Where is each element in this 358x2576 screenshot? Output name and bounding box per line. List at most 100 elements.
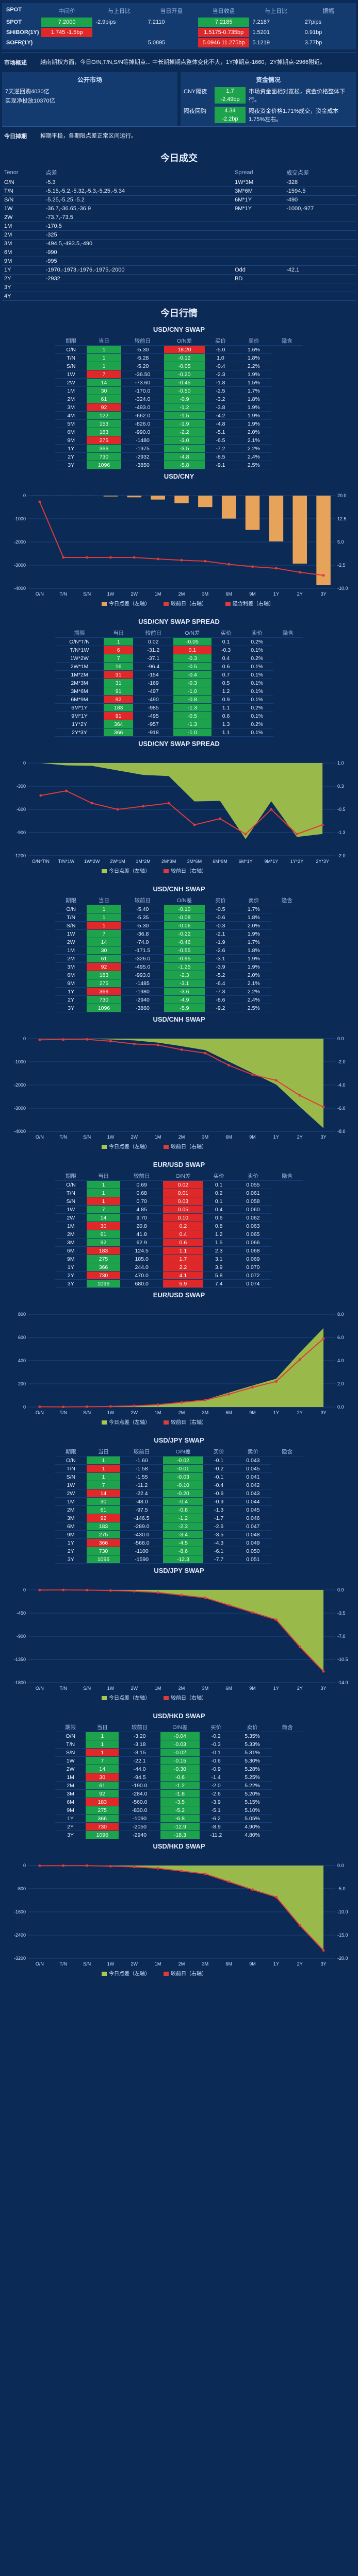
swap-cell: 2W [55,938,87,946]
x-tick: 1W [107,591,115,597]
swap-cell: 1 [86,1456,121,1465]
line-point [62,1405,65,1409]
y-tick: -4000 [14,586,26,591]
swap-cell: -0.10 [164,905,205,913]
trade-row: 1Y -1970,-1973,-1976,-1975,-2000 Odd -42.1 [2,265,356,275]
swap-cell: 0.6 [163,1238,203,1247]
swap-cell: -3.15 [119,1748,160,1757]
swap-cell: 275 [86,1255,121,1263]
trade-cell: -990 [43,248,233,257]
swap-cell: 0.05 [163,1205,203,1214]
swap-cell: -94.5 [119,1773,160,1782]
swap-cell: 6M [55,428,87,436]
spot-header: 中间价 [58,8,76,14]
swap-cell: 1.1 [211,703,241,712]
x-tick: 9M [249,1410,256,1415]
line-point [38,1405,41,1409]
swap-cell: 1.9% [236,403,271,412]
swap-header: 期限 [55,1723,86,1732]
swap-row: 2Y 730 -1100 -8.6 -6.1 0.050 [55,1547,303,1555]
line-point [270,808,273,811]
legend-swatch [102,1420,107,1425]
line-point [204,1052,207,1055]
line-point [251,1386,254,1389]
swap-row: 2W 14 -73.60 -0.45 -1.8 1.5% [55,378,303,387]
swap-cell: 0.70 [120,1197,164,1206]
swap-row: 2M*3M 31 -169 -0.3 0.5 0.1% [55,679,303,687]
trade-cell: -5.25,-5.25,-5.2 [43,195,233,205]
trade-cell [284,248,356,257]
y-tick: -800 [17,1886,26,1891]
swap-cell: 91 [104,687,134,696]
swap-cell: 0.062 [234,1213,272,1222]
x-tick: T/N [60,1961,68,1967]
y-tick: -2000 [14,1082,26,1088]
swap-cell: 5.15% [232,1798,272,1806]
y2-tick: 0.0 [337,1404,344,1410]
swap-cell: -0.55 [164,946,205,955]
swap-cell: 1.9% [236,370,271,379]
swap-cell: 41.8 [120,1230,164,1239]
trade-cell: -1970,-1973,-1976,-1975,-2000 [43,265,233,275]
spot-cell: 1.745 -1.5bp [41,28,93,37]
x-tick: 1Y [273,1961,279,1967]
swap-cell: 0.2% [240,654,273,663]
swap-cell: -0.9 [203,1497,235,1506]
swap-chart: -1200 -2.0 -900 -1.3 -600 -0.5 -300 0.3 0 1.0 O/N*… [2,753,356,876]
x-tick: 1M [155,1410,161,1415]
swap-cell: -18.3 [160,1831,200,1839]
table-title: USD/JPY SWAP [154,1436,204,1444]
swap-cell: 183 [87,428,121,436]
swap-cell: 2Y*3Y [55,728,104,737]
swap-cell: 0.1% [240,646,273,654]
line-point [65,789,68,792]
swap-cell: -0.04 [160,1732,200,1740]
trade-cell [284,222,356,231]
swap-cell: 2M [55,1230,87,1239]
swap-cell: 2M [55,395,87,403]
line-point [86,1588,89,1591]
swap-cell: 0.045 [234,1505,272,1514]
swap-cell: -3.4 [163,1530,203,1539]
swap-cell: 0.10 [163,1213,203,1222]
legend-swatch [102,1696,107,1700]
spot-row-label: SOFR(1Y) [6,40,33,46]
trade-cell: -328 [284,178,356,187]
swap-cell: -495 [133,711,174,720]
swap-row: 3M 92 -493.0 -1.2 -3.8 1.9% [55,403,303,412]
line-point [204,1596,207,1599]
swap-row: T/N 1 -3.18 -0.03 -0.3 5.33% [55,1740,303,1749]
quote-block: USD/JPY SWAP 期限 当日 较前日 O/N差 买价 卖价 隐含 O/N 1 -1.60 -0… [2,1433,356,1709]
swap-cell: 1M*2M [55,670,104,679]
swap-cell: 0.01 [163,1189,203,1197]
swap-cell: 0.1% [240,679,273,687]
bar [221,496,236,519]
trade-cell [284,283,356,292]
swap-row: 9M*1Y 91 -495 -0.5 0.6 0.1% [55,711,303,720]
swap-cell: -0.22 [164,929,205,938]
swap-cell: 4.90% [232,1822,272,1831]
swap-table: 期限 当日 较前日 O/N差 买价 卖价 隐含 O/N 1 -1.60 -0.02 -0.1 0.043… [55,1447,303,1564]
swap-cell: 20.8 [120,1222,164,1230]
swap-cell: -4.2 [204,411,237,420]
swap-cell: -5.40 [121,905,165,913]
swap-cell: 1W [55,1756,86,1765]
table-title: USD/CNH SWAP [153,885,205,893]
trade-cell [233,230,285,240]
swap-cell: -4.5 [163,1538,203,1547]
table-title: USD/CNY SWAP SPREAD [138,618,220,625]
swap-cell: -5.20 [121,362,165,370]
swap-cell: -3860 [121,1004,165,1012]
spot-grid: SPOT 中间价 与上日比 当日开盘 当日收盘 与上日比 振幅 SPOT 7.2000 -2.9p… [2,3,356,49]
swap-cell: 5.10% [232,1806,272,1815]
swap-cell: 7 [104,654,134,663]
swap-row: 3M 92 -284.0 -1.8 -2.6 5.20% [55,1789,303,1798]
swap-cell: 5.33% [232,1740,272,1749]
swap-cell: -3.9 [204,962,237,971]
spot-cell: 5.1219 [252,40,270,46]
line-point [251,565,254,568]
swap-cell: T/N [55,1189,87,1197]
swap-cell: -1.5 [164,411,205,420]
swap-cell: 1W [55,929,87,938]
swap-header: 当日 [86,1447,121,1456]
